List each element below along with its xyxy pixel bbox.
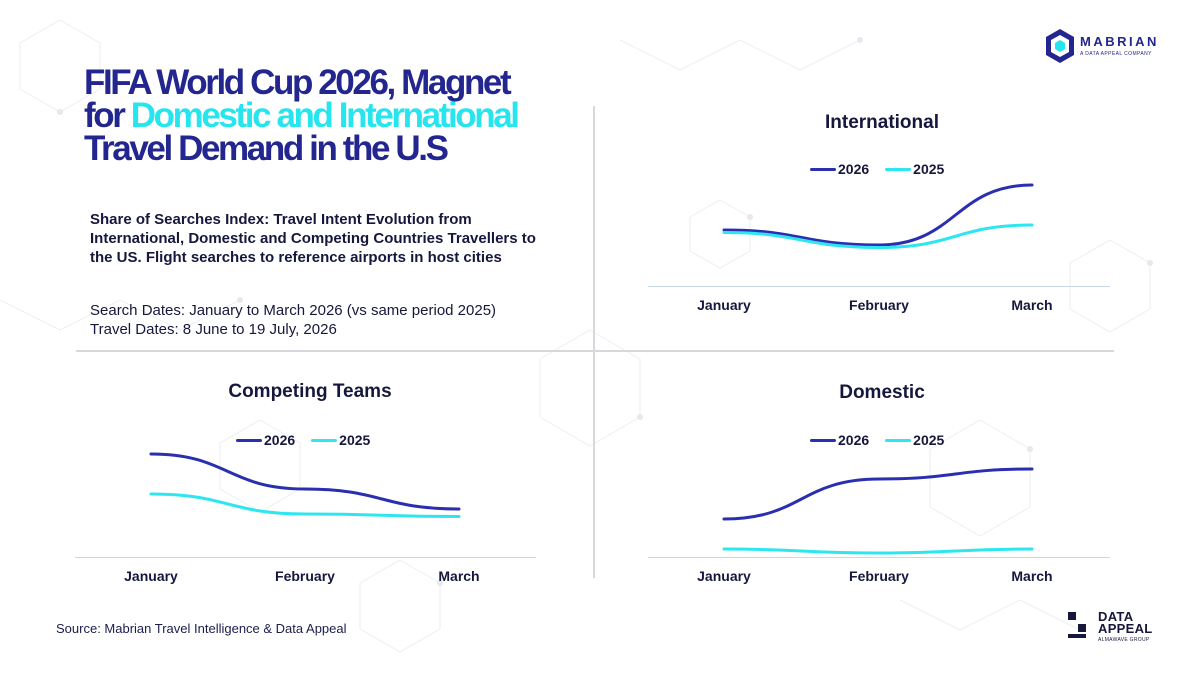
tick-label: March (438, 568, 480, 584)
search-dates: Search Dates: January to March 2026 (vs … (90, 302, 497, 319)
title-part1: FIFA World Cup 2026, Magnet for (84, 63, 512, 135)
legend-swatch-2026 (810, 438, 836, 442)
legend-label-2025: 2025 (913, 432, 945, 448)
dataappeal-logo-mark (1068, 612, 1086, 638)
tick-label: January (697, 297, 751, 313)
x-axis-competing-teams (75, 557, 536, 558)
legend-item-2025: 2025 (885, 432, 944, 448)
legend-international: 2026 2025 (810, 161, 944, 177)
series-line-2025 (722, 547, 1034, 555)
series-line-2026 (722, 183, 1034, 247)
legend-item-2025: 2025 (311, 432, 370, 448)
chart-title-competing-teams: Competing Teams (228, 381, 392, 402)
legend-swatch-2026 (236, 438, 262, 442)
legend-swatch-2025 (885, 167, 912, 171)
legend-label-2026: 2026 (264, 432, 296, 448)
page-title: FIFA World Cup 2026, Magnet for Domestic… (84, 63, 554, 168)
dataappeal-word-appeal: APPEAL (1098, 621, 1153, 636)
legend-item-2026: 2026 (810, 161, 869, 177)
x-axis-international (648, 286, 1110, 287)
legend-item-2026: 2026 (810, 432, 869, 448)
legend-swatch-2026 (810, 167, 836, 171)
tick-label: February (849, 297, 909, 313)
tick-label: January (697, 568, 751, 584)
x-axis-domestic (648, 557, 1110, 558)
legend-label-2026: 2026 (838, 432, 870, 448)
tick-label: March (1011, 297, 1053, 313)
tick-label: January (124, 568, 178, 584)
legend-swatch-2025 (885, 438, 912, 442)
tick-label: March (1011, 568, 1053, 584)
mabrian-wordmark: MABRIAN (1080, 34, 1159, 49)
mabrian-tagline: A DATA APPEAL COMPANY (1080, 51, 1152, 57)
legend-label-2026: 2026 (838, 161, 870, 177)
chart-title-domestic: Domestic (839, 382, 925, 403)
tick-label: February (849, 568, 909, 584)
legend-competing-teams: 2026 2025 (236, 432, 370, 448)
legend-label-2025: 2025 (339, 432, 371, 448)
subtitle: Share of Searches Index: Travel Intent E… (90, 211, 536, 266)
tick-label: February (275, 568, 335, 584)
source-note: Source: Mabrian Travel Intelligence & Da… (56, 621, 347, 636)
series-line-2026 (722, 467, 1034, 521)
legend-item-2025: 2025 (885, 161, 944, 177)
dataappeal-tagline: ALMAWAVE GROUP (1098, 637, 1150, 643)
series-line-2025 (149, 492, 461, 518)
mabrian-logo (1046, 29, 1074, 63)
chart-title-international: International (824, 112, 939, 133)
dataappeal-word-data: DATA (1098, 609, 1134, 624)
horizontal-divider (76, 350, 1114, 352)
vertical-divider (593, 106, 595, 578)
legend-domestic: 2026 2025 (810, 432, 944, 448)
legend-item-2026: 2026 (236, 432, 295, 448)
title-highlight: Domestic and International (130, 96, 520, 135)
title-part2: Travel Demand in the U.S (84, 129, 449, 168)
legend-swatch-2025 (311, 438, 338, 442)
legend-label-2025: 2025 (913, 161, 945, 177)
travel-dates: Travel Dates: 8 June to 19 July, 2026 (90, 321, 337, 338)
